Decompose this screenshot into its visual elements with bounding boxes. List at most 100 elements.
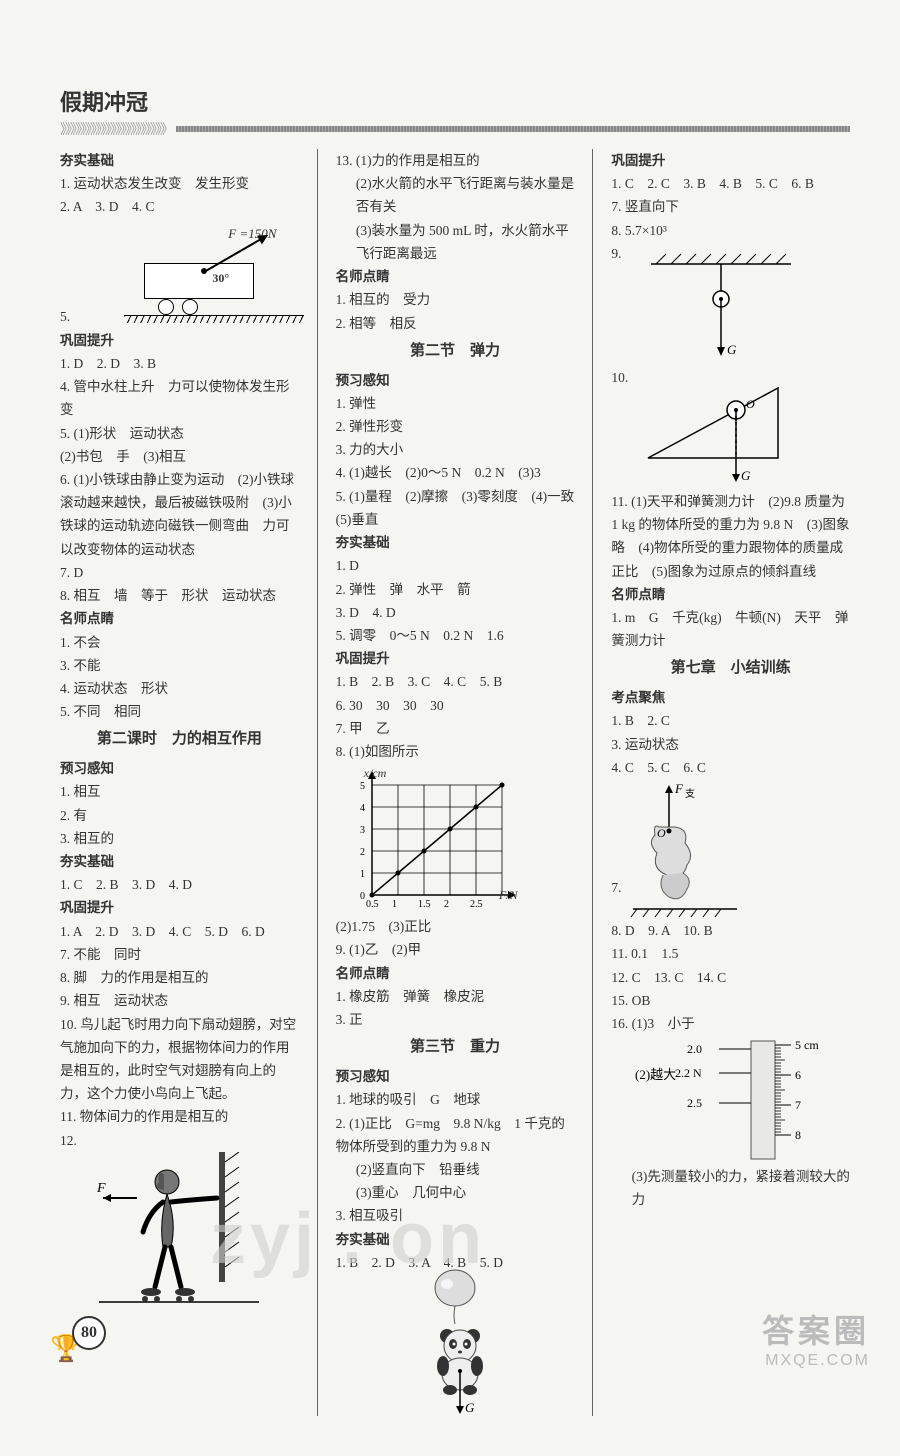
svg-text:G: G	[727, 342, 737, 357]
force-f-label: F	[96, 1181, 106, 1196]
answer-line: 5. (1)量程 (2)摩擦 (3)零刻度 (4)一致 (5)垂直	[336, 485, 575, 531]
footer-url: MXQE.COM	[762, 1352, 870, 1370]
column-separator	[592, 149, 593, 1416]
svg-text:1: 1	[360, 869, 365, 880]
answer-line: 7. 不能 同时	[60, 943, 299, 966]
answer-line: 2. 有	[60, 804, 299, 827]
pendulum-diagram: G	[621, 244, 801, 364]
answer-line: 7. 竖直向下	[611, 195, 850, 218]
answer-line: 15. OB	[611, 989, 850, 1012]
answer-line: 12. C 13. C 14. C	[611, 966, 850, 989]
answer-line: 2. 相等 相反	[336, 312, 575, 335]
svg-text:2.2 N: 2.2 N	[675, 1066, 702, 1080]
svg-text:7: 7	[795, 1098, 801, 1112]
svg-text:O: O	[746, 397, 755, 411]
chart-x-label: F/N	[499, 885, 518, 906]
support-force-diagram: F 支 O	[627, 779, 757, 919]
answer-line: (2)1.75 (3)正比	[336, 915, 575, 938]
section-heading: 名师点睛	[611, 583, 850, 606]
svg-text:5 cm: 5 cm	[795, 1038, 819, 1052]
item-number: 7.	[611, 876, 621, 899]
answer-line: 1. D 2. D 3. B	[60, 352, 299, 375]
section-heading: 巩固提升	[60, 329, 299, 352]
answer-line: 1. A 2. D 3. D 4. C 5. D 6. D	[60, 920, 299, 943]
section-heading: 巩固提升	[60, 896, 299, 919]
answer-line: 4. 管中水柱上升 力可以使物体发生形变	[60, 375, 299, 421]
footer-watermark: 答案圈 MXQE.COM	[762, 1306, 870, 1370]
answer-line: 2. 弹性 弹 水平 箭	[336, 578, 575, 601]
answer-line: 7. 甲 乙	[336, 717, 575, 740]
header-bar	[176, 126, 850, 132]
header-arrows: 》》》》》》》》》》》》》》》》》》》》》	[60, 119, 172, 139]
watermark-center: zyj . on	[210, 1198, 486, 1280]
answer-line: 6. (1)小铁球由静止变为运动 (2)小铁球滚动越来越快，最后被磁铁吸附 (3…	[60, 468, 299, 561]
answer-line: (2)竖直向下 铅垂线	[336, 1158, 575, 1181]
answer-line: 3. 正	[336, 1008, 575, 1031]
svg-text:支: 支	[685, 788, 695, 800]
answer-line: 8. 相互 墙 等于 形状 运动状态	[60, 584, 299, 607]
answer-line: 9. 相互 运动状态	[60, 989, 299, 1012]
answer-line: 13. (1)力的作用是相互的	[336, 149, 575, 172]
chart-y-label: x/cm	[364, 763, 387, 784]
svg-text:2: 2	[444, 899, 449, 910]
answer-line: 3. 力的大小	[336, 438, 575, 461]
svg-text:(2)越大: (2)越大	[635, 1067, 676, 1082]
answer-line: 4. C 5. C 6. C	[611, 756, 850, 779]
answer-line: 11. (1)天平和弹簧测力计 (2)9.8 质量为 1 kg 的物体所受的重力…	[611, 490, 850, 583]
force-cart-diagram: F =150N 30°	[84, 223, 284, 323]
svg-text:O: O	[657, 826, 666, 840]
svg-text:4: 4	[360, 803, 365, 814]
section-heading: 预习感知	[60, 757, 299, 780]
lesson-title: 第三节 重力	[336, 1035, 575, 1061]
answer-line: (3)装水量为 500 mL 时，水火箭水平飞行距离最远	[336, 219, 575, 265]
answer-line: 3. 不能	[60, 654, 299, 677]
header-divider: 》》》》》》》》》》》》》》》》》》》》》	[60, 119, 850, 139]
answer-line: 2. 弹性形变	[336, 415, 575, 438]
svg-text:8: 8	[795, 1128, 801, 1142]
item-number: 5.	[60, 305, 70, 328]
ruler-spring-diagram: 5 cm 6 7 8 2.0 2.2 N 2.5 (2)越大	[631, 1035, 831, 1165]
svg-text:1.5: 1.5	[418, 899, 431, 910]
answer-line: 5. 不同 相同	[60, 700, 299, 723]
svg-text:2.0: 2.0	[687, 1042, 702, 1056]
answer-line: (2)水火箭的水平飞行距离与装水量是否有关	[336, 172, 575, 218]
answer-line: 8. D 9. A 10. B	[611, 919, 850, 942]
answer-line: 3. 运动状态	[611, 733, 850, 756]
section-heading: 巩固提升	[336, 647, 575, 670]
answer-line: 1. m G 千克(kg) 牛顿(N) 天平 弹簧测力计	[611, 606, 850, 652]
panda-balloon-diagram: G	[395, 1266, 515, 1416]
svg-text:6: 6	[795, 1068, 801, 1082]
answer-line: 4. (1)越长 (2)0～5 N 0.2 N (3)3	[336, 461, 575, 484]
answer-line: 10. 鸟儿起飞时用力向下扇动翅膀，对空气施加向下的力，根据物体间力的作用是相互…	[60, 1013, 299, 1106]
answer-line: 11. 物体间力的作用是相互的	[60, 1105, 299, 1128]
answer-line: 8. 5.7×10³	[611, 219, 850, 242]
section-heading: 巩固提升	[611, 149, 850, 172]
answer-line: 1. C 2. C 3. B 4. B 5. C 6. B	[611, 172, 850, 195]
answer-line: 3. 相互的	[60, 827, 299, 850]
answer-line: 6. 30 30 30 30	[336, 694, 575, 717]
section-heading: 名师点睛	[60, 607, 299, 630]
answer-line: 2. A 3. D 4. C	[60, 195, 299, 218]
svg-text:2.5: 2.5	[687, 1096, 702, 1110]
svg-text:1: 1	[392, 899, 397, 910]
answer-line: 3. D 4. D	[336, 601, 575, 624]
section-heading: 夯实基础	[60, 850, 299, 873]
header-title: 假期冲冠	[60, 85, 850, 117]
answer-line: 1. 地球的吸引 G 地球	[336, 1088, 575, 1111]
answer-line: 1. 弹性	[336, 392, 575, 415]
item-number: 10.	[611, 366, 628, 490]
answer-line: 7. D	[60, 561, 299, 584]
answer-line: 5. 调零 0～5 N 0.2 N 1.6	[336, 624, 575, 647]
svg-text:3: 3	[360, 825, 365, 836]
section-heading: 名师点睛	[336, 962, 575, 985]
answer-line: 1. 不会	[60, 631, 299, 654]
xcm-chart: x/cm 0.511.522.5012345 F/N	[342, 765, 522, 915]
answer-line: 2. (1)正比 G=mg 9.8 N/kg 1 千克的物体所受到的重力为 9.…	[336, 1112, 575, 1158]
section-heading: 考点聚焦	[611, 686, 850, 709]
answer-line: 1. 相互的 受力	[336, 288, 575, 311]
section-heading: 夯实基础	[60, 149, 299, 172]
section-heading: 夯实基础	[336, 531, 575, 554]
lesson-title: 第二节 弹力	[336, 339, 575, 365]
answer-line: 1. B 2. B 3. C 4. C 5. B	[336, 670, 575, 693]
answer-line: 12.	[60, 1129, 299, 1152]
